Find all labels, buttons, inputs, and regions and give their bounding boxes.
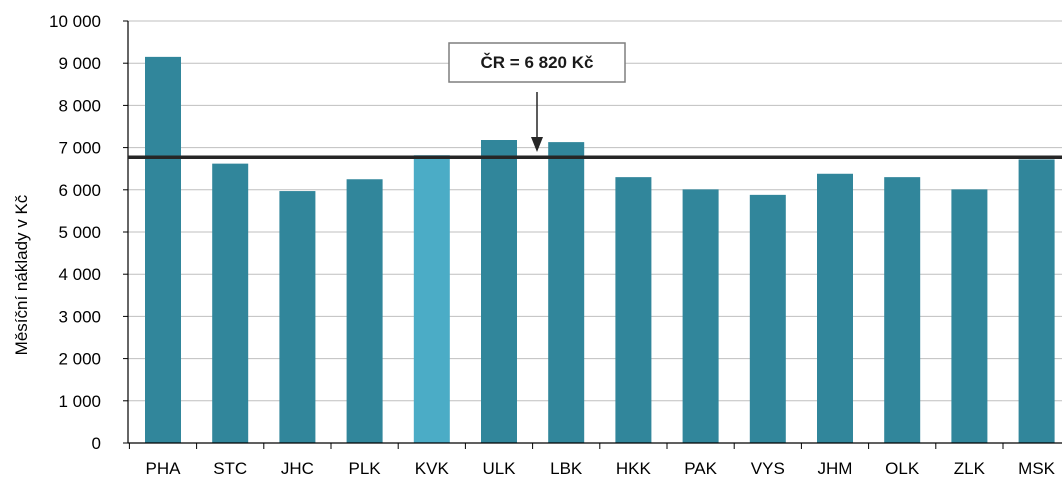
x-tick-label: OLK bbox=[885, 459, 920, 478]
x-tick-label: ZLK bbox=[954, 459, 986, 478]
y-tick-labels: 0 1 000 2 000 3 000 4 000 5 000 6 000 7 000 8 00… bbox=[49, 12, 101, 453]
y-tick-label: 7 000 bbox=[58, 139, 101, 158]
bar bbox=[884, 177, 921, 443]
bar bbox=[279, 191, 316, 443]
x-tick-labels: PHA STC JHC PLK KVK ULK LBK HKK PAK VYS JHM OLK ZLK M… bbox=[146, 459, 1056, 478]
bar bbox=[481, 140, 517, 443]
bar bbox=[212, 163, 249, 444]
annotation-label: ČR = 6 820 Kč bbox=[481, 53, 594, 72]
reference-annotation: ČR = 6 820 Kč bbox=[448, 42, 626, 152]
y-tick-label: 2 000 bbox=[58, 350, 101, 369]
bar bbox=[749, 194, 786, 443]
y-tick-label: 10 000 bbox=[49, 12, 101, 31]
x-tick-label: MSK bbox=[1018, 459, 1056, 478]
bar bbox=[951, 189, 988, 443]
bars bbox=[145, 56, 1055, 444]
x-tick-label: JHC bbox=[281, 459, 314, 478]
x-tick-label: HKK bbox=[616, 459, 652, 478]
x-tick-label: LBK bbox=[550, 459, 583, 478]
x-tick-label: STC bbox=[213, 459, 247, 478]
y-tick-label: 6 000 bbox=[58, 181, 101, 200]
bar bbox=[1018, 159, 1055, 443]
x-tick-label: ULK bbox=[482, 459, 516, 478]
y-tick-label: 9 000 bbox=[58, 54, 101, 73]
gridlines bbox=[123, 20, 1062, 444]
y-tick-label: 0 bbox=[92, 434, 101, 453]
bar bbox=[413, 155, 450, 444]
y-tick-label: 3 000 bbox=[58, 307, 101, 326]
bar bbox=[615, 177, 652, 443]
x-tick-label: KVK bbox=[415, 459, 450, 478]
bar bbox=[346, 179, 383, 443]
y-tick-label: 1 000 bbox=[58, 392, 101, 411]
annotation-box bbox=[448, 42, 626, 83]
bar bbox=[548, 142, 585, 443]
axes bbox=[127, 21, 1062, 449]
bar bbox=[682, 189, 719, 443]
bar bbox=[817, 173, 853, 443]
y-tick-label: 5 000 bbox=[58, 223, 101, 242]
x-tick-label: PLK bbox=[349, 459, 382, 478]
x-tick-label: VYS bbox=[751, 459, 785, 478]
x-tick-label: PAK bbox=[684, 459, 717, 478]
x-tick-label: JHM bbox=[818, 459, 853, 478]
annotation-arrowhead bbox=[531, 137, 543, 152]
y-axis-label: Měsíční náklady v Kč bbox=[12, 194, 31, 355]
x-tick-label: PHA bbox=[146, 459, 182, 478]
bar bbox=[145, 56, 181, 444]
y-tick-label: 8 000 bbox=[58, 96, 101, 115]
y-tick-label: 4 000 bbox=[58, 265, 101, 284]
